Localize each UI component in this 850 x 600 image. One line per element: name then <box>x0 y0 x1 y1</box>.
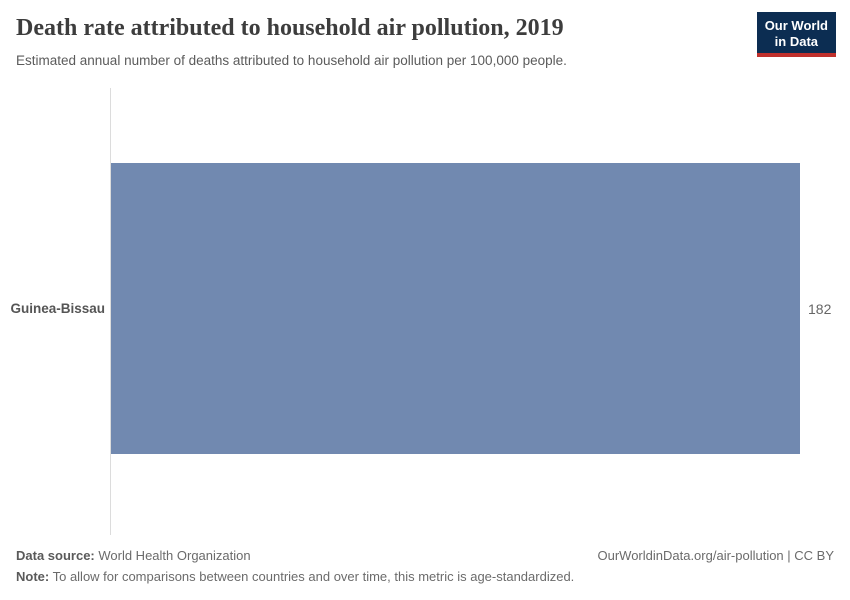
entity-label-guinea-bissau: Guinea-Bissau <box>10 301 105 316</box>
chart-header: Death rate attributed to household air p… <box>16 14 740 69</box>
footer-note-value: To allow for comparisons between countri… <box>49 569 575 584</box>
footer-data-source: Data source: World Health Organization <box>16 548 251 565</box>
bar-guinea-bissau[interactable] <box>111 163 800 454</box>
footer-data-source-label: Data source: <box>16 548 95 563</box>
chart-title: Death rate attributed to household air p… <box>16 15 564 41</box>
owid-logo-line2: in Data <box>774 33 819 49</box>
owid-logo[interactable]: Our World in Data <box>756 12 836 58</box>
footer-note: Note: To allow for comparisons between c… <box>16 569 834 586</box>
footer-line1: Data source: World Health Organization O… <box>16 548 834 565</box>
footer-citation-link[interactable]: OurWorldinData.org/air-pollution | CC BY <box>597 548 834 563</box>
owid-logo-line1: Our World <box>764 18 828 33</box>
bar-value-label: 182 <box>808 301 832 317</box>
footer-data-source-value: World Health Organization <box>94 548 251 563</box>
chart-subtitle: Estimated annual number of deaths attrib… <box>16 52 567 68</box>
footer-note-label: Note: <box>16 569 50 584</box>
y-axis-line <box>110 88 111 535</box>
